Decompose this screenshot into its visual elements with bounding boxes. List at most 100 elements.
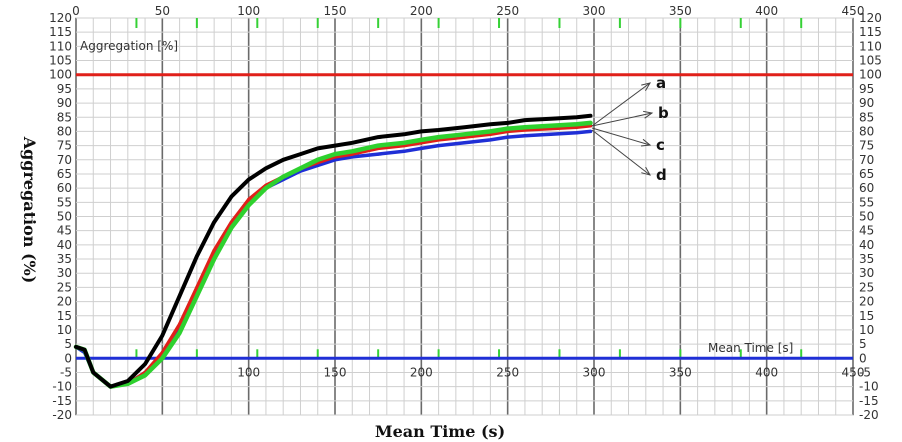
y-tick-label-right: 115 xyxy=(859,25,882,39)
data-point-a xyxy=(247,178,251,182)
y-tick-label-left: 60 xyxy=(57,181,72,195)
x-tick-label: 450 xyxy=(842,4,865,18)
x-tick-label-inner: 400 xyxy=(755,365,778,379)
x-ticks-top: 0 50 100 150 200 250 300 350 400 450 xyxy=(72,4,864,18)
data-point-c xyxy=(247,203,251,207)
data-point-c xyxy=(333,152,337,156)
data-point-a xyxy=(195,254,199,258)
data-point-c xyxy=(178,331,182,335)
y-tick-label-left: 35 xyxy=(57,252,72,266)
inner-y-title: Aggregation [%] xyxy=(80,39,178,53)
y-tick-label-right: 50 xyxy=(859,210,874,224)
y-tick-label-right: 30 xyxy=(859,266,874,280)
curve-label-c: c xyxy=(656,136,665,154)
arrow-head-b xyxy=(643,110,654,119)
y-tick-label-left: 30 xyxy=(57,266,72,280)
label-arrow-d xyxy=(591,129,651,176)
y-tick-label-right: 25 xyxy=(859,280,874,294)
x-ticks-bottom: 100 150 200 250 300 350 400 450 xyxy=(237,365,864,379)
y-ticks-right: 1201151101051009590858075706560555045403… xyxy=(859,11,882,422)
x-tick-label: 200 xyxy=(410,4,433,18)
data-point-c xyxy=(143,373,147,377)
y-tick-label-left: 55 xyxy=(57,195,72,209)
arrow-head-c xyxy=(641,138,652,147)
data-point-b xyxy=(229,220,233,224)
arrow-head-a xyxy=(641,82,652,92)
data-point-c xyxy=(350,149,354,153)
y-tick-label-left: 20 xyxy=(57,295,72,309)
data-point-d xyxy=(462,141,467,145)
data-point-a xyxy=(160,334,164,338)
y-tick-label-right: 0 xyxy=(859,351,867,365)
y-tick-label-left: -20 xyxy=(52,408,72,422)
data-point-c xyxy=(588,121,593,125)
data-point-b xyxy=(178,322,182,326)
y-tick-label-left: -10 xyxy=(52,380,72,394)
data-point-d xyxy=(506,135,510,139)
series-layer xyxy=(73,113,593,389)
y-tick-label-left: 110 xyxy=(49,39,72,53)
y-tick-label-right: 40 xyxy=(859,238,874,252)
x-tick-label: 150 xyxy=(324,4,347,18)
y-tick-label-left: 50 xyxy=(57,210,72,224)
y-tick-label-left: 15 xyxy=(57,309,72,323)
y-tick-label-right: -20 xyxy=(859,408,879,422)
data-point-a xyxy=(506,121,510,125)
data-point-a xyxy=(376,135,380,139)
y-tick-label-left: 5 xyxy=(64,337,72,351)
y-tick-label-left: 105 xyxy=(49,54,72,68)
y-tick-label-right: 105 xyxy=(859,54,882,68)
data-point-a xyxy=(108,385,113,389)
x-tick-label-inner: 200 xyxy=(410,365,433,379)
data-point-c xyxy=(488,129,492,134)
data-point-a xyxy=(83,348,87,352)
y-tick-label-left: 90 xyxy=(57,96,72,110)
data-point-c xyxy=(575,122,579,126)
x-tick-label-inner: 100 xyxy=(237,365,260,379)
data-point-c xyxy=(437,135,441,139)
x-tick-label: 300 xyxy=(583,4,606,18)
y-tick-label-left: 65 xyxy=(57,167,72,181)
y-tick-label-right: -10 xyxy=(859,380,879,394)
data-point-a xyxy=(549,117,553,121)
y-tick-label-right: 55 xyxy=(859,195,874,209)
x-tick-label: 350 xyxy=(669,4,692,18)
data-point-d xyxy=(575,131,579,135)
y-tick-label-right: 80 xyxy=(859,124,874,138)
y-tick-label-left: -5 xyxy=(60,365,72,379)
data-point-a xyxy=(402,132,406,136)
y-tick-label-right: 35 xyxy=(859,252,874,266)
data-point-d xyxy=(588,129,593,134)
y-tick-label-right: 20 xyxy=(859,295,874,309)
data-point-a xyxy=(316,146,320,151)
data-point-c xyxy=(419,138,423,142)
y-tick-label-left: 25 xyxy=(57,280,72,294)
y-tick-label-left: 95 xyxy=(57,82,72,96)
data-point-b xyxy=(247,197,251,202)
y-axis-title: Aggregation (%) xyxy=(20,136,39,284)
data-point-d xyxy=(402,149,406,153)
data-point-a xyxy=(91,370,95,375)
y-tick-label-left: 100 xyxy=(49,68,72,82)
data-point-a xyxy=(488,122,492,126)
data-point-c xyxy=(316,158,320,162)
curve-label-b: b xyxy=(658,104,669,122)
label-arrow-a xyxy=(591,82,651,127)
x-tick-label-inner: 300 xyxy=(583,365,606,379)
y-tick-label-right: 45 xyxy=(859,224,874,238)
curve-label-d: d xyxy=(656,166,667,184)
y-tick-label-left: 10 xyxy=(57,323,72,337)
data-point-a xyxy=(437,128,441,132)
y-tick-label-right: -5 xyxy=(859,365,871,379)
data-point-b xyxy=(212,248,216,253)
data-point-d xyxy=(437,144,441,148)
data-point-a xyxy=(523,118,527,122)
data-point-c xyxy=(264,186,268,190)
data-point-c xyxy=(506,126,510,131)
data-point-a xyxy=(143,362,147,366)
data-point-a xyxy=(74,345,78,349)
y-tick-label-left: 85 xyxy=(57,110,72,124)
data-point-c xyxy=(229,226,233,230)
data-point-a xyxy=(588,114,593,118)
inner-x-title: Mean Time [s] xyxy=(708,341,793,355)
